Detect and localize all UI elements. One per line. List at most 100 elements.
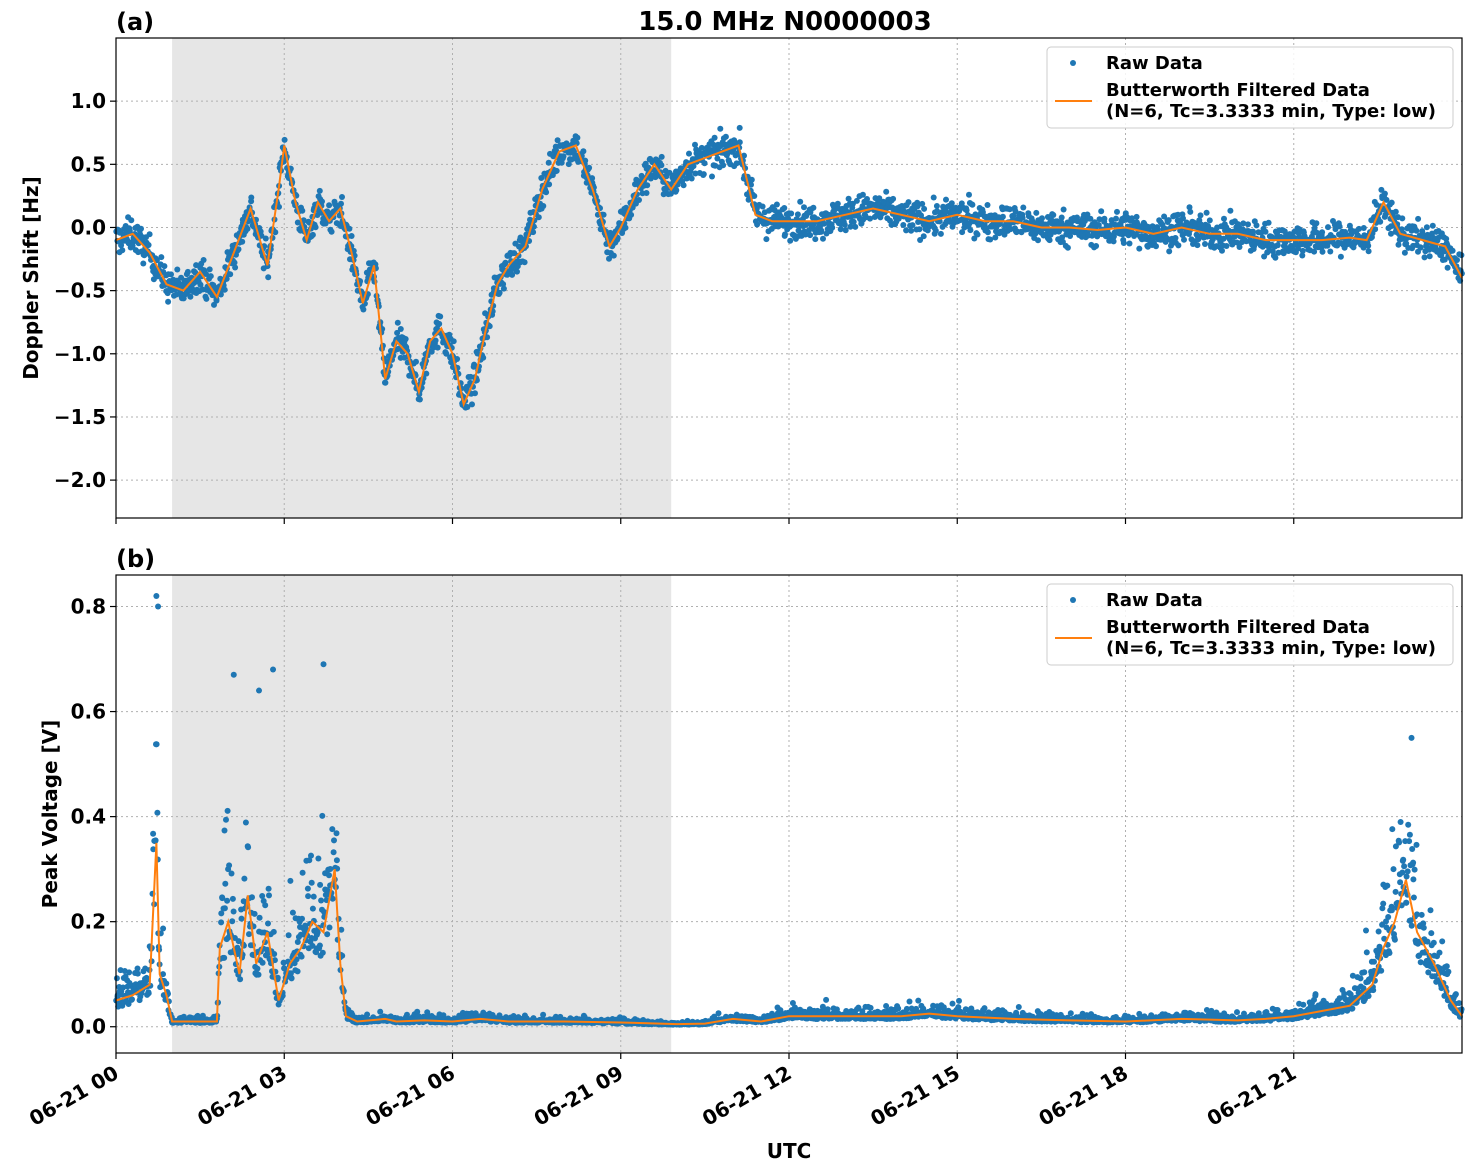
legend-raw-marker: [1070, 60, 1076, 66]
raw-data-point: [946, 218, 953, 225]
raw-data-point: [692, 170, 699, 177]
raw-data-point: [543, 189, 550, 196]
raw-data-point: [930, 194, 937, 201]
panel-a-y-ticks: 1.00.50.0−0.5−1.0−1.5−2.0: [54, 89, 116, 492]
raw-data-point: [905, 199, 912, 206]
raw-data-point: [138, 225, 144, 232]
raw-data-point: [377, 1008, 384, 1015]
raw-data-point: [855, 1004, 862, 1011]
raw-data-point: [394, 329, 401, 336]
raw-data-point: [254, 965, 261, 972]
panel-b-shaded-interval: [172, 575, 672, 1053]
raw-data-point: [160, 925, 167, 932]
raw-data-point: [1203, 1007, 1210, 1013]
raw-data-point: [231, 259, 238, 266]
raw-data-point: [153, 741, 160, 748]
raw-data-point: [1280, 250, 1287, 257]
raw-data-point: [837, 226, 844, 233]
raw-data-point: [346, 225, 353, 232]
raw-data-point: [327, 866, 334, 872]
raw-data-point: [413, 358, 419, 365]
raw-data-point: [709, 173, 715, 180]
raw-data-point: [1120, 240, 1127, 246]
raw-data-point: [934, 208, 941, 215]
raw-data-point: [129, 996, 135, 1003]
raw-data-point: [246, 931, 252, 938]
raw-data-point: [658, 162, 665, 169]
raw-data-point: [235, 246, 242, 253]
raw-data-point: [1039, 215, 1045, 222]
raw-data-point: [1426, 253, 1433, 260]
raw-data-point: [530, 229, 537, 236]
raw-data-point: [197, 281, 204, 288]
raw-data-point: [145, 990, 152, 997]
raw-data-point: [1327, 248, 1334, 255]
raw-data-point: [1313, 229, 1320, 236]
raw-data-point: [382, 379, 389, 386]
raw-data-point: [914, 203, 921, 210]
raw-data-point: [289, 909, 296, 916]
raw-data-point: [909, 222, 916, 229]
raw-data-point: [288, 975, 295, 982]
raw-data-point: [1197, 221, 1204, 228]
raw-data-point: [797, 198, 804, 205]
raw-data-point: [1035, 237, 1041, 244]
raw-data-point: [1165, 217, 1172, 224]
raw-data-point: [921, 205, 928, 212]
raw-data-point: [146, 231, 153, 238]
raw-data-point: [226, 862, 233, 869]
raw-data-point: [330, 849, 337, 856]
raw-data-point: [229, 918, 236, 925]
raw-data-point: [987, 236, 994, 243]
raw-data-point: [232, 264, 239, 271]
raw-data-point: [265, 274, 272, 281]
y-tick-label: 1.0: [71, 89, 106, 113]
raw-data-point: [360, 306, 367, 313]
raw-data-point: [1098, 208, 1105, 215]
raw-data-point: [1234, 1009, 1240, 1016]
raw-data-point: [1336, 223, 1343, 230]
raw-data-point: [971, 235, 978, 242]
raw-data-point: [698, 144, 705, 151]
raw-data-point: [919, 200, 926, 207]
raw-data-point: [812, 236, 819, 243]
raw-data-point: [251, 910, 258, 917]
raw-data-point: [908, 227, 915, 234]
raw-data-point: [736, 124, 743, 131]
raw-data-point: [502, 259, 509, 266]
raw-data-point: [496, 289, 503, 296]
raw-data-point: [319, 198, 325, 205]
raw-data-point: [748, 181, 754, 188]
raw-data-point: [1006, 206, 1013, 213]
raw-data-point: [955, 1004, 962, 1011]
raw-data-point: [308, 852, 314, 859]
raw-data-point: [841, 221, 848, 228]
raw-data-point: [1219, 247, 1225, 254]
raw-data-point: [397, 326, 404, 332]
raw-data-point: [113, 975, 120, 982]
raw-data-point: [658, 153, 665, 160]
raw-data-point: [540, 1011, 547, 1018]
raw-data-point: [818, 227, 825, 234]
raw-data-point: [690, 163, 697, 170]
raw-data-point: [145, 242, 152, 248]
raw-data-point: [309, 231, 316, 238]
raw-data-point: [486, 323, 493, 330]
raw-data-point: [238, 915, 245, 922]
raw-data-point: [589, 175, 596, 182]
y-tick-label: −1.0: [54, 342, 106, 366]
raw-data-point: [859, 191, 866, 198]
raw-data-point: [853, 197, 860, 204]
raw-data-point: [402, 336, 409, 342]
raw-data-point: [299, 869, 306, 876]
raw-data-point: [1236, 244, 1243, 250]
raw-data-point: [305, 893, 312, 900]
raw-data-point: [187, 293, 194, 300]
raw-data-point: [751, 193, 758, 199]
raw-data-point: [1233, 239, 1240, 246]
raw-data-point: [717, 125, 724, 132]
raw-data-point: [312, 224, 319, 231]
raw-data-point: [715, 1010, 722, 1017]
raw-data-point: [249, 894, 255, 901]
raw-data-point: [867, 215, 873, 222]
